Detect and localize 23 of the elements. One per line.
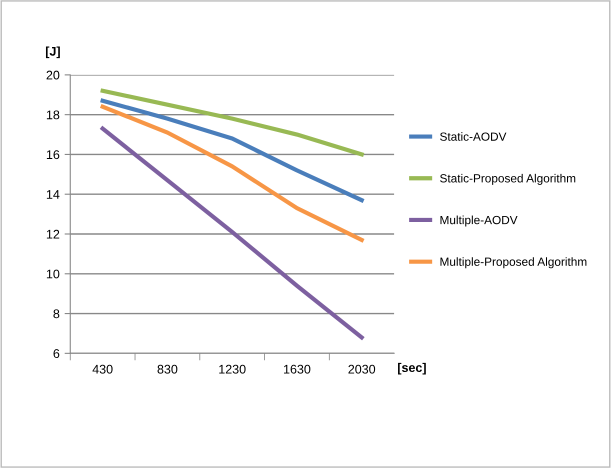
x-axis-title: [sec] (398, 362, 426, 374)
line-series (100, 126, 364, 340)
legend-label: Static-AODV (440, 132, 506, 141)
x-tick-label: 2030 (348, 364, 376, 374)
y-tick-label: 16 (46, 150, 60, 160)
legend-label: Multiple-AODV (440, 216, 518, 227)
y-axis-title: [J] (46, 46, 60, 58)
line-series (100, 104, 364, 242)
y-tick-label: 10 (46, 270, 60, 278)
y-tick-label: 14 (46, 190, 60, 199)
legend-label: Static-Proposed Algorithm (440, 174, 576, 185)
y-tick-label: 20 (46, 70, 60, 80)
x-tick-label: 1630 (284, 364, 310, 374)
y-tick-label: 8 (53, 309, 60, 318)
y-tick-label: 6 (54, 349, 60, 358)
x-tick-label: 1230 (219, 364, 246, 374)
y-tick-label: 12 (46, 230, 60, 239)
legend-label: Multiple-Proposed Algorithm (440, 257, 586, 268)
line-series (100, 88, 364, 157)
line-series (100, 98, 364, 202)
x-tick-label: 830 (158, 364, 178, 374)
x-tick-label: 430 (92, 364, 113, 374)
y-tick-label: 18 (46, 110, 60, 120)
